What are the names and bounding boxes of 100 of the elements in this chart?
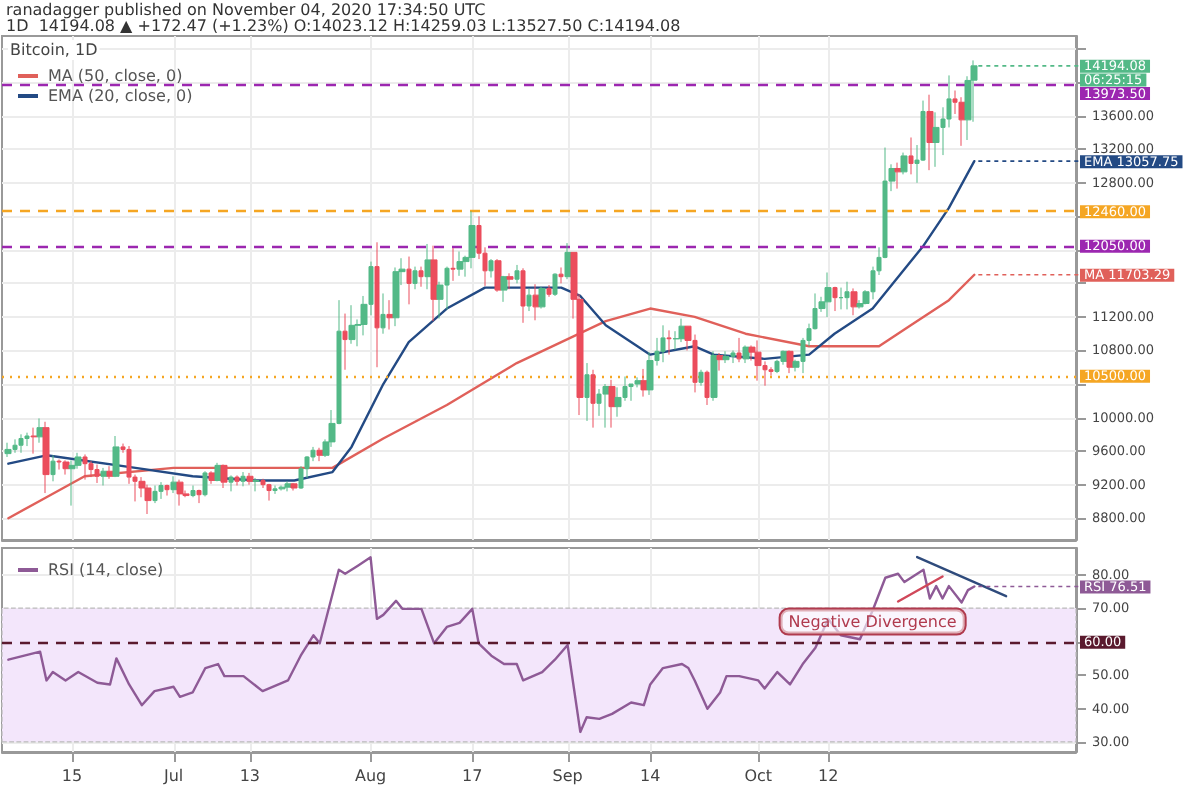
candlestick bbox=[564, 242, 572, 280]
candlestick bbox=[628, 383, 634, 402]
candlestick bbox=[386, 299, 394, 331]
candlestick bbox=[500, 275, 508, 303]
candlestick bbox=[170, 475, 178, 494]
candlestick bbox=[926, 94, 934, 171]
candlestick bbox=[42, 421, 50, 494]
candlestick bbox=[844, 281, 850, 310]
candlestick bbox=[494, 258, 502, 293]
candlestick bbox=[456, 251, 464, 277]
candlestick bbox=[754, 339, 762, 382]
candlestick bbox=[716, 352, 724, 372]
legend-label: RSI (14, close) bbox=[48, 561, 164, 579]
candlestick bbox=[900, 152, 908, 175]
candlestick bbox=[514, 264, 520, 284]
candlestick bbox=[468, 210, 476, 269]
candlestick bbox=[164, 484, 170, 497]
candlestick bbox=[380, 292, 386, 335]
candlestick bbox=[742, 344, 750, 364]
candlestick bbox=[958, 96, 966, 147]
candlestick bbox=[722, 350, 730, 364]
candlestick bbox=[418, 266, 424, 288]
candlestick bbox=[894, 162, 902, 190]
candlestick bbox=[552, 272, 558, 297]
candlestick bbox=[908, 136, 914, 175]
candlestick bbox=[730, 349, 736, 364]
candlestick bbox=[584, 362, 590, 422]
candlestick bbox=[112, 435, 120, 478]
candlestick bbox=[36, 417, 44, 444]
candlestick bbox=[190, 484, 196, 498]
candlestick bbox=[202, 470, 208, 497]
candlestick bbox=[12, 438, 18, 454]
candlestick bbox=[24, 432, 30, 447]
candlestick bbox=[30, 427, 38, 455]
candlestick bbox=[266, 483, 272, 502]
candlestick bbox=[208, 470, 216, 485]
chart-title: ranadagger published on November 04, 2020 17:34:50 UTC bbox=[6, 1, 487, 19]
x-tick-label: Jul bbox=[161, 767, 184, 785]
x-tick-label: Sep bbox=[552, 767, 583, 785]
chart-subtitle: 1D 14194.08 ▲ +172.47 (+1.23%) O:14023.12 H:14259.03 L:13527.50 C:14194.08 bbox=[6, 17, 681, 35]
candlestick bbox=[100, 467, 108, 486]
candlestick bbox=[850, 287, 858, 316]
candlestick bbox=[558, 266, 564, 284]
candlestick bbox=[526, 287, 532, 312]
candlestick bbox=[106, 465, 114, 480]
candlestick bbox=[520, 267, 526, 324]
candlestick bbox=[234, 474, 240, 486]
candlestick bbox=[546, 284, 552, 298]
candlestick bbox=[424, 243, 432, 290]
candlestick bbox=[412, 266, 418, 290]
candlestick bbox=[82, 453, 88, 481]
candlestick bbox=[4, 442, 12, 458]
legend-label: EMA (20, close, 0) bbox=[48, 87, 193, 105]
x-tick-label: 12 bbox=[817, 767, 839, 785]
x-tick-label: 17 bbox=[462, 767, 483, 785]
candlestick bbox=[666, 329, 672, 356]
candlestick bbox=[450, 247, 456, 282]
candlestick bbox=[316, 447, 324, 462]
x-tick-label: 15 bbox=[61, 767, 83, 785]
candlestick bbox=[538, 286, 546, 310]
candlestick bbox=[392, 266, 400, 327]
candlestick bbox=[590, 369, 596, 429]
candlestick bbox=[56, 458, 62, 471]
candlestick bbox=[736, 337, 742, 363]
legend-label: MA (50, close, 0) bbox=[48, 67, 183, 85]
candlestick bbox=[660, 324, 666, 363]
candlestick bbox=[342, 313, 348, 371]
candlestick bbox=[374, 241, 380, 368]
candlestick bbox=[348, 304, 356, 345]
candlestick bbox=[284, 480, 292, 492]
candlestick bbox=[152, 484, 158, 504]
candlestick bbox=[68, 459, 76, 507]
legend-title: Bitcoin, 1D bbox=[10, 41, 98, 59]
candlestick bbox=[488, 258, 494, 279]
candlestick bbox=[710, 350, 718, 402]
x-tick-label: 13 bbox=[239, 767, 261, 785]
candlestick bbox=[88, 460, 94, 478]
candlestick bbox=[698, 369, 704, 387]
candlestick bbox=[158, 481, 164, 500]
x-tick-label: 14 bbox=[640, 767, 661, 785]
x-tick-label: Oct bbox=[744, 767, 773, 785]
candlestick bbox=[144, 484, 152, 515]
candlestick bbox=[608, 379, 616, 429]
candlestick bbox=[50, 454, 56, 482]
candlestick bbox=[240, 471, 246, 487]
candlestick bbox=[196, 489, 202, 504]
candlestick bbox=[430, 245, 438, 322]
candlestick bbox=[278, 484, 286, 492]
candlestick bbox=[62, 459, 70, 476]
candlestick bbox=[176, 479, 184, 507]
annotation: Negative Divergence bbox=[788, 612, 957, 631]
x-tick-label: Aug bbox=[354, 767, 387, 785]
candlestick bbox=[932, 111, 940, 168]
candlestick bbox=[506, 272, 514, 290]
candlestick bbox=[692, 334, 698, 393]
candlestick bbox=[704, 370, 710, 406]
candlestick bbox=[602, 383, 610, 429]
candlestick bbox=[94, 464, 100, 484]
candlestick bbox=[780, 349, 788, 366]
candlestick bbox=[678, 318, 686, 343]
